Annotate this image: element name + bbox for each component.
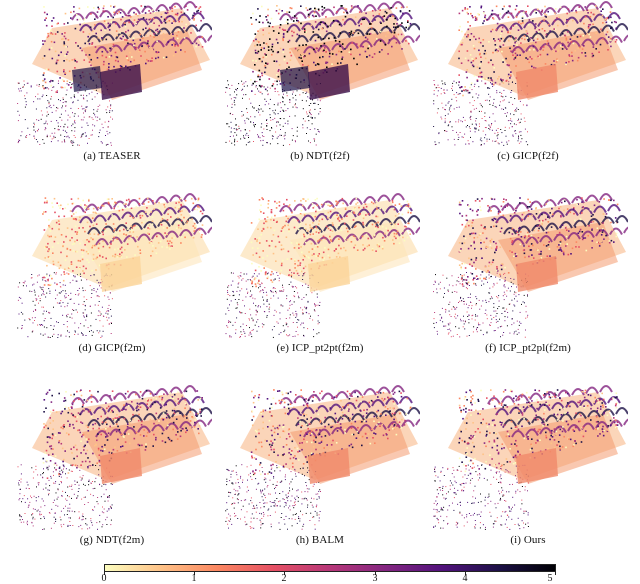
point-cloud-balm: [220, 384, 420, 532]
point-cloud-ours: [428, 384, 628, 532]
panel-ours: (i) Ours: [428, 384, 628, 564]
colorbar-tick-label: 5: [540, 573, 560, 584]
colorbar-tick-label: 0: [94, 573, 114, 584]
colorbar-tick-label: 2: [274, 573, 294, 584]
caption-gicp-f2f: (c) GICP(f2f): [428, 150, 628, 162]
caption-icp-pt2pt-f2m: (e) ICP_pt2pt(f2m): [220, 342, 420, 354]
colorbar-tick-label: 4: [455, 573, 475, 584]
point-cloud-gicp-f2m: [12, 192, 212, 340]
point-cloud-gicp-f2f: [428, 0, 628, 148]
colorbar-tick-label: 1: [184, 573, 204, 584]
caption-teaser: (a) TEASER: [12, 150, 212, 162]
panel-ndt-f2m: (g) NDT(f2m): [12, 384, 212, 564]
caption-gicp-f2m: (d) GICP(f2m): [12, 342, 212, 354]
point-cloud-ndt-f2f: [220, 0, 420, 148]
panel-ndt-f2f: (b) NDT(f2f): [220, 0, 420, 180]
caption-icp-pt2pl-f2m: (f) ICP_pt2pl(f2m): [428, 342, 628, 354]
caption-ours: (i) Ours: [428, 534, 628, 546]
point-cloud-ndt-f2m: [12, 384, 212, 532]
caption-balm: (h) BALM: [220, 534, 420, 546]
colorbar-tick-label: 3: [365, 573, 385, 584]
point-cloud-teaser: [12, 0, 212, 148]
panel-icp-pt2pl-f2m: (f) ICP_pt2pl(f2m): [428, 192, 628, 372]
panel-gicp-f2m: (d) GICP(f2m): [12, 192, 212, 372]
panel-gicp-f2f: (c) GICP(f2f): [428, 0, 628, 180]
point-cloud-icp-pt2pt-f2m: [220, 192, 420, 340]
caption-ndt-f2m: (g) NDT(f2m): [12, 534, 212, 546]
colorbar: 0 1 2 3 4 5: [104, 564, 556, 582]
panel-balm: (h) BALM: [220, 384, 420, 564]
point-cloud-icp-pt2pl-f2m: [428, 192, 628, 340]
panel-icp-pt2pt-f2m: (e) ICP_pt2pt(f2m): [220, 192, 420, 372]
caption-ndt-f2f: (b) NDT(f2f): [220, 150, 420, 162]
panel-teaser: (a) TEASER: [12, 0, 212, 180]
colorbar-gradient: [104, 564, 556, 572]
